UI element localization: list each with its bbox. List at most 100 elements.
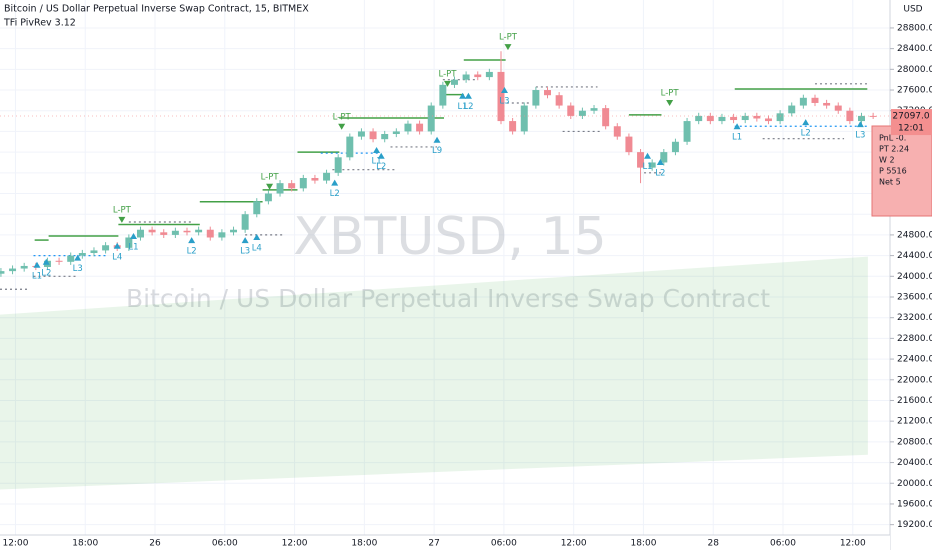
marker-triangle (444, 80, 452, 87)
y-tick-label: 19200.0 (897, 520, 932, 530)
marker-label: L2 (187, 247, 197, 257)
marker-triangle (331, 179, 339, 186)
y-tick-label: 23600.0 (897, 292, 932, 302)
candle-body (567, 105, 575, 116)
marker-label: L9 (432, 146, 442, 156)
unit-box (898, 2, 928, 16)
candle-body (427, 105, 435, 132)
candle-body (160, 232, 168, 235)
marker-label: L3 (240, 247, 250, 257)
x-tick-label: 12:00 (561, 539, 587, 549)
candle-body (195, 229, 203, 233)
candle-body (509, 121, 517, 132)
candle-body (102, 245, 110, 251)
marker-triangle (118, 216, 126, 223)
x-tick-label: 18:00 (72, 539, 98, 549)
x-tick-label: 28 (708, 539, 720, 549)
candle-body (171, 230, 179, 235)
candle-body (788, 105, 796, 114)
candle-body (718, 116, 726, 122)
candle-body (637, 152, 645, 168)
y-tick-label: 21600.0 (897, 396, 932, 406)
marker-triangle (253, 233, 261, 240)
y-tick-label: 24000.0 (897, 272, 932, 282)
candle-body (846, 110, 854, 122)
candle-body (706, 115, 714, 122)
candle-body (206, 229, 214, 238)
marker-label: L1 (32, 271, 42, 281)
y-tick-label: 20800.0 (897, 437, 932, 447)
axis-unit: USD (903, 5, 922, 15)
candle-body (869, 115, 877, 117)
candle-body (357, 131, 365, 137)
candle-body (78, 253, 86, 256)
panel-text: PT 2.24 (879, 145, 909, 154)
last-price-label: 27097.0 (892, 112, 929, 122)
y-tick-label: 28400.0 (897, 44, 932, 54)
marker-triangle (733, 123, 741, 130)
x-tick-label: 18:00 (630, 539, 656, 549)
candle-body (602, 108, 610, 127)
y-tick-label: 27600.0 (897, 86, 932, 96)
x-tick-label: 12:00 (282, 539, 308, 549)
marker-triangle (504, 44, 512, 51)
marker-triangle (241, 237, 249, 244)
candle-body (381, 134, 389, 140)
candle-body (369, 131, 377, 140)
marker-label: L2 (41, 268, 51, 278)
candle-body (753, 115, 761, 119)
y-tick-label: 24800.0 (897, 230, 932, 240)
marker-triangle (464, 92, 472, 99)
marker-triangle (802, 119, 810, 126)
marker-triangle (188, 237, 196, 244)
panel-text: PnL -0. (879, 134, 906, 143)
candle-body (136, 229, 144, 238)
candle-body (241, 214, 249, 230)
marker-label: L2 (376, 162, 386, 172)
y-tick-label: 19600.0 (897, 499, 932, 509)
y-tick-label: 22400.0 (897, 355, 932, 365)
y-tick-label: 20400.0 (897, 458, 932, 468)
marker-label: L1 (732, 133, 742, 143)
panel-text: P 5516 (879, 167, 907, 176)
marker-label: L4 (112, 252, 122, 262)
candle-body (485, 71, 493, 78)
candle-body (230, 229, 238, 233)
marker-triangle (377, 152, 385, 159)
marker-triangle (656, 158, 664, 165)
marker-label: L-PT (333, 112, 352, 122)
candle-body (730, 116, 738, 121)
candle-body (532, 90, 540, 106)
x-tick-label: 12:00 (840, 539, 866, 549)
candle-body (462, 74, 470, 80)
marker-label: L2 (655, 168, 665, 178)
watermark-symbol: XBTUSD, 15 (293, 207, 606, 267)
candle-body (148, 229, 156, 233)
candle-body (590, 108, 598, 111)
candle-body (823, 102, 831, 106)
candle-body (520, 105, 528, 132)
marker-label: L1 (458, 102, 468, 112)
marker-triangle (33, 261, 41, 268)
panel-text: W 2 (879, 156, 895, 165)
x-tick-label: 26 (149, 539, 161, 549)
candle-body (20, 265, 28, 269)
candle-body (218, 232, 226, 238)
candle-body (439, 84, 447, 106)
candle-body (648, 162, 656, 168)
marker-triangle (856, 121, 864, 128)
candle-body (323, 172, 331, 181)
candle-body (0, 271, 5, 274)
marker-label: L3 (73, 264, 83, 274)
marker-label: L-PT (261, 172, 280, 182)
candle-body (613, 126, 621, 137)
candle-body (625, 136, 633, 153)
candle-body (497, 71, 505, 122)
candle-body (555, 95, 563, 106)
marker-label: L-PT (113, 205, 132, 215)
candle-body (764, 118, 772, 122)
marker-triangle (500, 87, 508, 94)
marker-label: L1 (371, 157, 381, 167)
